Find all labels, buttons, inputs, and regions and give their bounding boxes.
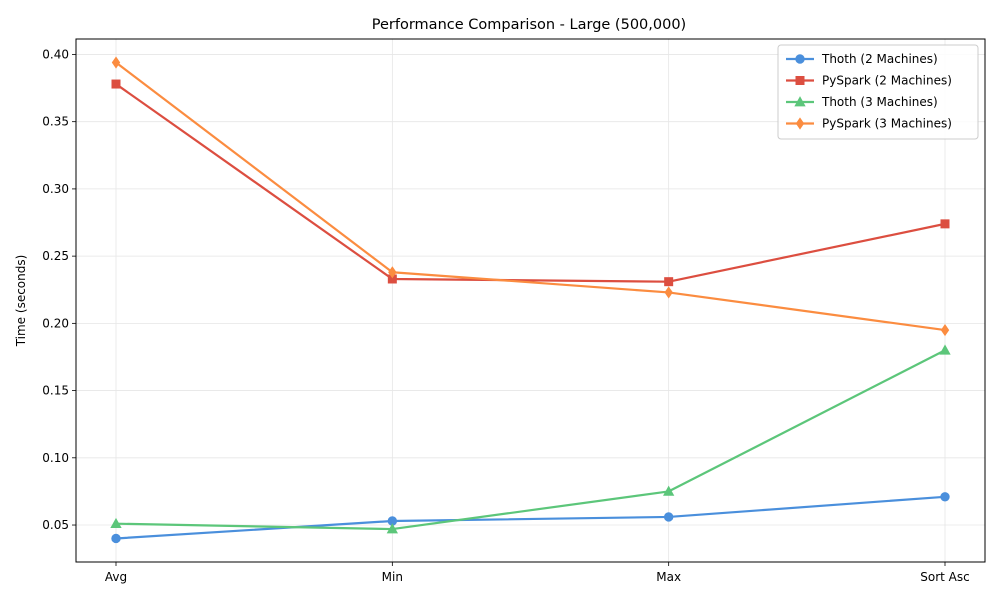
x-tick-label: Avg <box>105 570 127 584</box>
legend-label: Thoth (3 Machines) <box>821 95 938 109</box>
y-tick-label: 0.05 <box>42 518 69 532</box>
series-4 <box>111 56 950 337</box>
data-point <box>940 324 950 337</box>
data-point <box>939 344 951 355</box>
legend: Thoth (2 Machines) PySpark (2 Machines) Th… <box>777 44 979 140</box>
plot-frame <box>75 38 986 563</box>
data-point <box>386 523 398 534</box>
legend-marker <box>795 76 805 85</box>
grid-layer <box>76 39 985 562</box>
x-tick-label: Sort Asc <box>920 570 969 584</box>
legend-marker <box>794 96 806 107</box>
chart-title: Performance Comparison - Large (500,000) <box>372 17 686 33</box>
legend-box <box>777 44 979 140</box>
y-tick-label: 0.35 <box>42 115 69 129</box>
legend-item: Thoth (2 Machines) <box>786 52 938 66</box>
series-line <box>115 61 946 332</box>
y-axis-title: Time (seconds) <box>14 255 28 348</box>
series-line <box>115 349 946 531</box>
data-point <box>664 277 674 287</box>
series-2 <box>111 79 950 287</box>
legend-label: PySpark (3 Machines) <box>822 117 952 131</box>
data-point <box>111 79 121 89</box>
data-point <box>388 266 397 279</box>
data-point <box>110 517 122 529</box>
data-point <box>940 492 950 502</box>
y-tick-label: 0.10 <box>42 451 69 465</box>
data-point <box>111 533 121 544</box>
y-tick-label: 0.25 <box>42 249 69 263</box>
series-3 <box>110 344 951 534</box>
data-point <box>663 485 675 496</box>
y-tick-label: 0.30 <box>42 182 69 196</box>
series-line <box>115 495 946 540</box>
series-layer <box>110 56 951 544</box>
series-line <box>115 83 946 283</box>
data-point <box>111 56 121 69</box>
y-tick-label: 0.15 <box>42 384 69 398</box>
y-tick-label: 0.40 <box>42 47 69 61</box>
legend-item: PySpark (3 Machines) <box>786 117 952 131</box>
data-point <box>664 286 673 299</box>
ticks-layer: 0.05 0.10 0.15 0.20 0.25 0.30 0.35 0.40 Avg Min Ma… <box>42 47 969 584</box>
data-point <box>663 512 674 522</box>
legend-marker <box>795 54 805 64</box>
legend-item: Thoth (3 Machines) <box>786 95 938 109</box>
y-tick-label: 0.20 <box>42 316 69 330</box>
legend-item: PySpark (2 Machines) <box>786 74 952 88</box>
legend-label: PySpark (2 Machines) <box>822 74 952 88</box>
legend-marker <box>795 117 805 130</box>
x-tick-label: Min <box>382 570 403 584</box>
x-tick-label: Max <box>656 570 681 584</box>
data-point <box>940 219 950 229</box>
legend-label: Thoth (2 Machines) <box>821 52 938 66</box>
